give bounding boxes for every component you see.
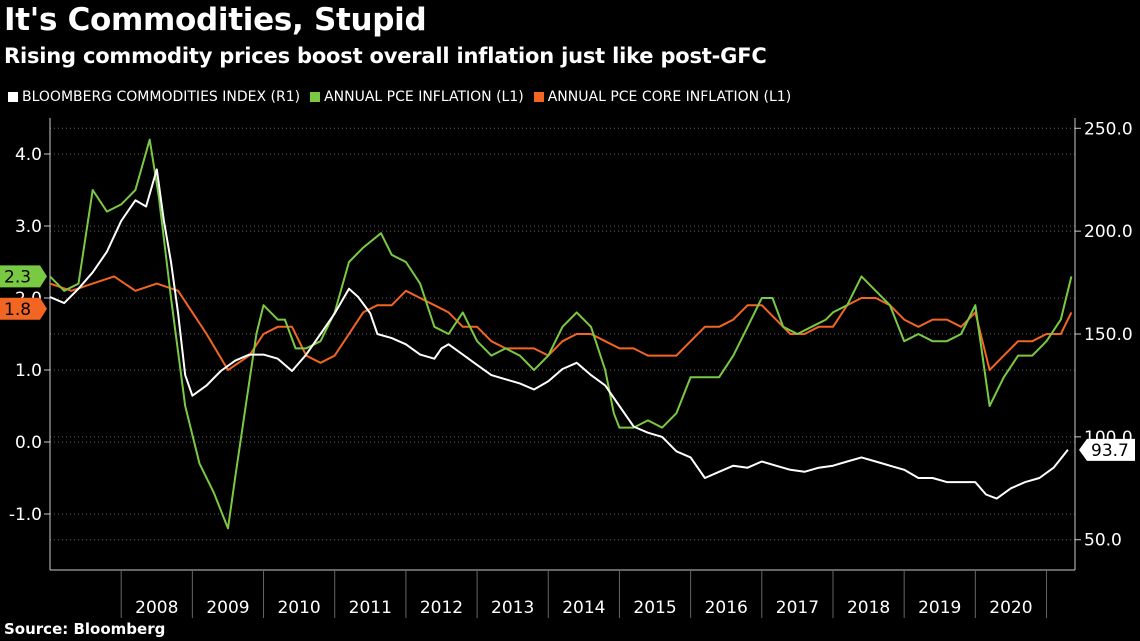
end-value-labels: 2.3 1.8 93.7 [0,265,1135,461]
plot-frame [49,118,1076,571]
left-tick-label: 0.0 [15,433,42,453]
legend-swatch-pce [310,92,321,102]
legend-label-core: ANNUAL PCE CORE INFLATION (L1) [547,89,792,105]
series-line-core [49,275,1073,371]
core-last-value-tag [0,297,47,320]
x-tick-label: 2014 [562,598,605,618]
pce-last-value-text: 2.3 [4,267,31,287]
legend-label-commodities: BLOOMBERG COMMODITIES INDEX (R1) [22,89,301,105]
series-line-pce [49,138,1073,530]
x-tick-label: 2008 [135,598,178,618]
pce-last-value-tag [0,265,47,288]
x-tick-label: 2017 [776,598,819,618]
x-tick-label: 2019 [918,598,961,618]
chart-title: It's Commodities, Stupid [4,2,427,38]
chart-subtitle: Rising commodity prices boost overall in… [4,44,767,68]
x-tick-label: 2012 [420,598,463,618]
x-tick-label: 2010 [277,598,320,618]
legend-swatch-commodities [8,92,18,102]
source-note: Source: Bloomberg [4,620,166,638]
left-tick-label: 3.0 [15,217,42,237]
commodities-last-value-text: 93.7 [1091,441,1129,461]
x-tick-label: 2018 [847,598,890,618]
core-last-value-text: 1.8 [4,300,31,320]
series-line-commodities [49,168,1069,500]
right-tick-label: 250.0 [1084,119,1133,139]
legend-item-pce: ANNUAL PCE INFLATION (L1) [310,89,524,105]
legend-item-core: ANNUAL PCE CORE INFLATION (L1) [533,89,792,105]
x-tick-label: 2011 [349,598,392,618]
x-tick-label: 2013 [491,598,534,618]
left-tick-label: 1.0 [15,361,42,381]
left-tick-label: 4.0 [15,145,42,165]
left-tick-label: -1.0 [9,505,42,525]
legend-swatch-core [533,92,544,102]
x-tick-label: 2015 [633,598,676,618]
right-tick-label: 150.0 [1084,325,1133,345]
right-tick-label: 200.0 [1084,222,1133,242]
x-axis: 2008 2009 2010 2011 2012 2013 2014 2015 2016 2017… [120,570,1048,618]
x-tick-label: 2009 [206,598,249,618]
commodities-last-value-tag [1079,438,1135,461]
legend-item-commodities: BLOOMBERG COMMODITIES INDEX (R1) [8,89,300,105]
x-tick-label: 2016 [705,598,748,618]
series-lines [49,138,1073,530]
legend-label-pce: ANNUAL PCE INFLATION (L1) [324,89,524,105]
left-axis: -1.00.01.02.03.04.0 [9,145,50,525]
right-tick-label: 50.0 [1084,531,1122,551]
legend: BLOOMBERG COMMODITIES INDEX (R1) ANNUAL … [8,86,791,108]
x-tick-label: 2020 [989,598,1032,618]
